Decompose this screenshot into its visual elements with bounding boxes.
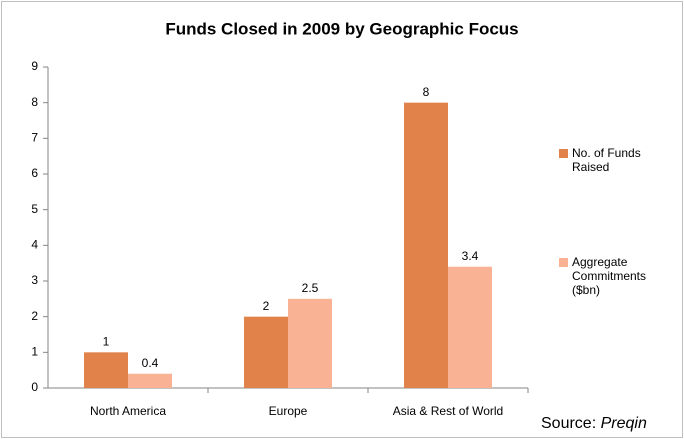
chart-title: Funds Closed in 2009 by Geographic Focus: [165, 19, 518, 38]
bar: [244, 316, 288, 388]
legend-item: Aggregate Commitments ($bn): [559, 255, 669, 297]
legend-label: No. of Funds Raised: [572, 146, 641, 174]
y-tick-label: 6: [31, 166, 38, 180]
x-tick-label: North America: [90, 404, 166, 418]
legend-label: Aggregate Commitments ($bn): [572, 255, 647, 297]
value-label: 1: [103, 335, 110, 349]
bar: [84, 352, 128, 388]
legend-swatch: [559, 149, 568, 158]
y-tick-label: 3: [31, 273, 38, 287]
value-label: 2: [263, 299, 270, 313]
y-tick-label: 7: [31, 131, 38, 145]
value-label: 8: [423, 85, 430, 99]
y-tick-label: 4: [31, 238, 38, 252]
value-label: 3.4: [462, 249, 479, 263]
value-label: 2.5: [302, 281, 319, 295]
y-tick-label: 2: [31, 309, 38, 323]
bar: [288, 298, 332, 388]
y-tick-label: 5: [31, 202, 38, 216]
y-tick-label: 0: [31, 380, 38, 394]
source: Source: Preqin: [541, 415, 647, 433]
legend-item: No. of Funds Raised: [559, 146, 669, 174]
x-tick-label: Europe: [269, 404, 308, 418]
value-label: 0.4: [142, 356, 159, 370]
source-name: Preqin: [600, 415, 647, 432]
legend-swatch: [559, 258, 568, 267]
y-tick-label: 8: [31, 95, 38, 109]
y-tick-label: 9: [31, 59, 38, 73]
source-label: Source:: [541, 415, 597, 432]
bar: [404, 102, 448, 389]
bar: [448, 266, 492, 388]
bar: [128, 373, 172, 388]
y-tick-label: 1: [31, 345, 38, 359]
x-tick-label: Asia & Rest of World: [393, 404, 503, 418]
